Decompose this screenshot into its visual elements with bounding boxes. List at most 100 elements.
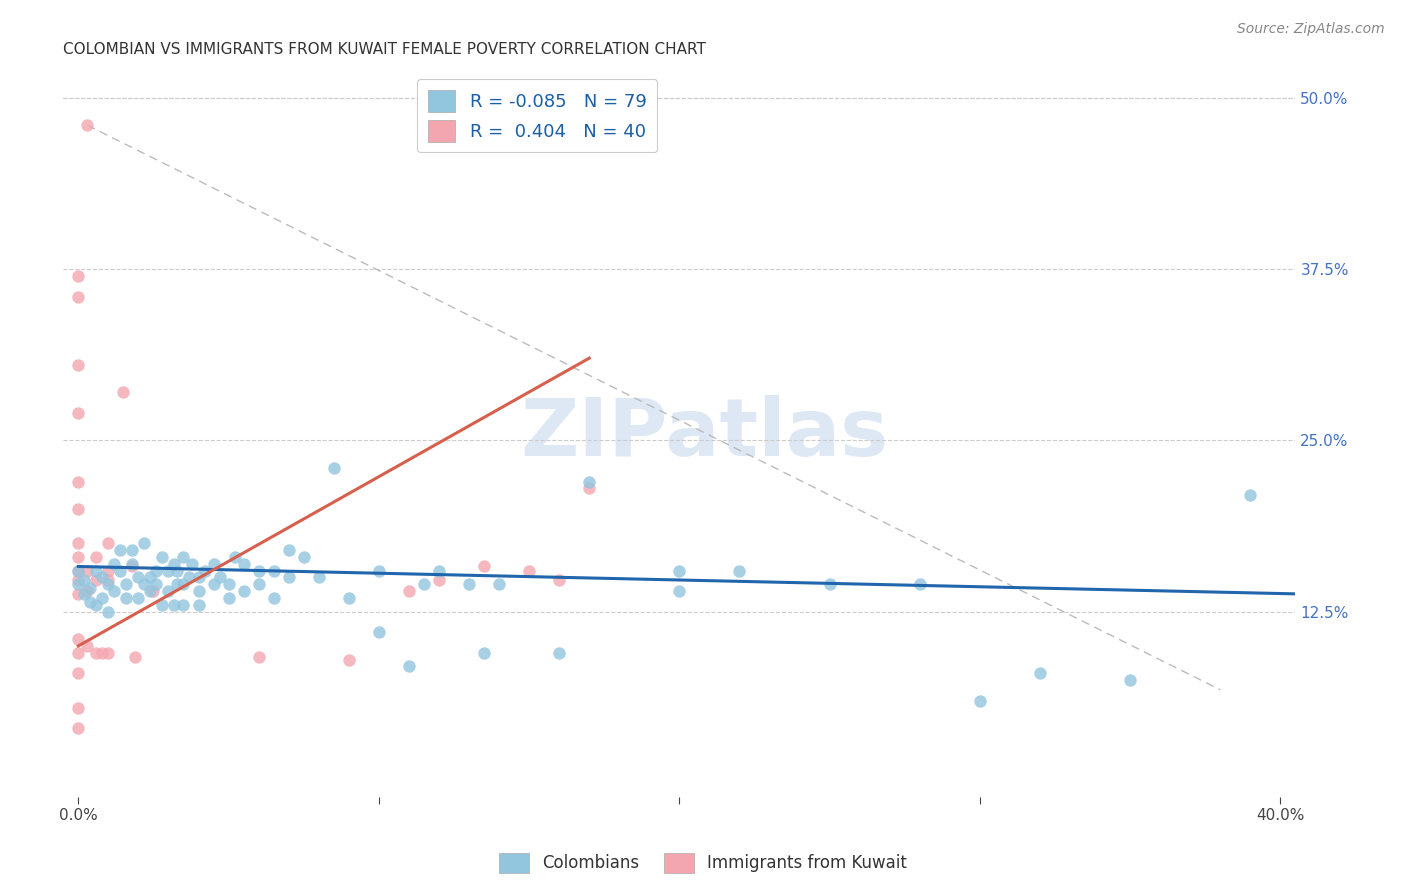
Point bbox=[79, 582, 101, 596]
Point bbox=[308, 570, 330, 584]
Point bbox=[969, 694, 991, 708]
Point bbox=[86, 598, 108, 612]
Point bbox=[76, 118, 98, 132]
Point bbox=[263, 564, 285, 578]
Point bbox=[367, 625, 389, 640]
Point bbox=[67, 587, 90, 601]
Point bbox=[578, 475, 600, 489]
Point bbox=[472, 559, 495, 574]
Point bbox=[548, 573, 571, 587]
Point bbox=[139, 584, 162, 599]
Point bbox=[398, 584, 420, 599]
Point bbox=[97, 573, 120, 587]
Point bbox=[67, 564, 90, 578]
Point bbox=[163, 598, 186, 612]
Point bbox=[172, 577, 194, 591]
Point bbox=[247, 577, 270, 591]
Point bbox=[166, 564, 188, 578]
Point bbox=[91, 646, 114, 660]
Point bbox=[263, 591, 285, 605]
Point bbox=[337, 653, 360, 667]
Point bbox=[187, 570, 209, 584]
Point bbox=[668, 584, 690, 599]
Point bbox=[67, 475, 90, 489]
Point bbox=[67, 549, 90, 564]
Point bbox=[134, 536, 156, 550]
Point bbox=[115, 591, 138, 605]
Point bbox=[121, 559, 143, 574]
Point bbox=[97, 536, 120, 550]
Point bbox=[157, 564, 180, 578]
Point bbox=[548, 646, 571, 660]
Point bbox=[121, 557, 143, 571]
Text: Source: ZipAtlas.com: Source: ZipAtlas.com bbox=[1237, 22, 1385, 37]
Point bbox=[818, 577, 841, 591]
Point bbox=[86, 646, 108, 660]
Point bbox=[208, 570, 231, 584]
Point bbox=[668, 564, 690, 578]
Point bbox=[97, 605, 120, 619]
Point bbox=[67, 502, 90, 516]
Point bbox=[67, 632, 90, 646]
Point bbox=[86, 564, 108, 578]
Point bbox=[67, 358, 90, 372]
Point bbox=[458, 577, 481, 591]
Point bbox=[91, 570, 114, 584]
Point bbox=[398, 659, 420, 673]
Point bbox=[121, 543, 143, 558]
Point bbox=[112, 385, 135, 400]
Point bbox=[86, 549, 108, 564]
Point bbox=[232, 557, 254, 571]
Legend: R = -0.085   N = 79, R =  0.404   N = 40: R = -0.085 N = 79, R = 0.404 N = 40 bbox=[418, 79, 658, 153]
Point bbox=[76, 584, 98, 599]
Point bbox=[67, 721, 90, 735]
Point bbox=[127, 570, 149, 584]
Point bbox=[67, 289, 90, 303]
Point bbox=[152, 598, 174, 612]
Point bbox=[172, 598, 194, 612]
Point bbox=[103, 584, 125, 599]
Point bbox=[97, 646, 120, 660]
Point bbox=[172, 549, 194, 564]
Point bbox=[187, 584, 209, 599]
Point bbox=[232, 584, 254, 599]
Point bbox=[67, 646, 90, 660]
Point bbox=[187, 598, 209, 612]
Point bbox=[79, 595, 101, 609]
Point bbox=[179, 570, 201, 584]
Point bbox=[67, 536, 90, 550]
Point bbox=[67, 564, 90, 578]
Point bbox=[67, 573, 90, 587]
Point bbox=[67, 666, 90, 681]
Point bbox=[247, 649, 270, 664]
Point bbox=[337, 591, 360, 605]
Point bbox=[1119, 673, 1142, 688]
Point bbox=[908, 577, 931, 591]
Point bbox=[76, 564, 98, 578]
Point bbox=[292, 549, 315, 564]
Point bbox=[145, 564, 167, 578]
Point bbox=[322, 460, 344, 475]
Point bbox=[517, 564, 540, 578]
Point bbox=[218, 577, 240, 591]
Point bbox=[142, 584, 165, 599]
Point bbox=[193, 564, 215, 578]
Point bbox=[76, 639, 98, 653]
Point bbox=[427, 573, 450, 587]
Point bbox=[67, 406, 90, 420]
Point bbox=[127, 591, 149, 605]
Point bbox=[115, 577, 138, 591]
Point bbox=[224, 549, 246, 564]
Point bbox=[73, 587, 96, 601]
Point bbox=[367, 564, 389, 578]
Point bbox=[247, 564, 270, 578]
Point bbox=[110, 543, 132, 558]
Point bbox=[277, 543, 299, 558]
Point bbox=[73, 573, 96, 587]
Point bbox=[110, 564, 132, 578]
Point bbox=[728, 564, 751, 578]
Point bbox=[67, 268, 90, 283]
Point bbox=[152, 549, 174, 564]
Point bbox=[67, 577, 90, 591]
Legend: Colombians, Immigrants from Kuwait: Colombians, Immigrants from Kuwait bbox=[492, 847, 914, 880]
